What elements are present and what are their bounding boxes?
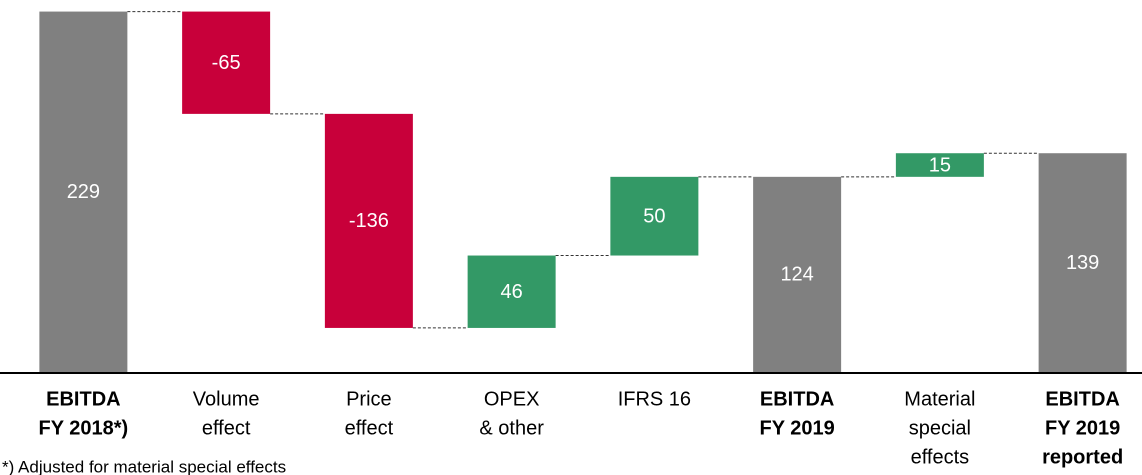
footnote: *) Adjusted for material special effects (2, 457, 286, 475)
value-label: 15 (929, 154, 951, 176)
bar (467, 255, 556, 328)
x-tick-label: effects (911, 446, 970, 468)
x-tick-label: EBITDA (1045, 388, 1119, 410)
x-tick-label: reported (1042, 446, 1123, 468)
x-tick-label: FY 2018*) (39, 417, 129, 439)
x-tick-label: IFRS 16 (618, 388, 691, 410)
value-label: 46 (501, 281, 523, 303)
x-tick-label: OPEX (484, 388, 540, 410)
bar (39, 11, 128, 372)
bar (182, 11, 271, 114)
bar (895, 153, 984, 177)
x-tick-label: special (909, 417, 971, 439)
x-tick-label: FY 2019 (1045, 417, 1120, 439)
x-tick-label: effect (202, 417, 251, 439)
bar (753, 176, 842, 372)
bar (610, 176, 699, 256)
value-label: 124 (780, 264, 813, 286)
x-tick-label: effect (345, 417, 394, 439)
bar (1038, 153, 1127, 372)
value-label: 50 (643, 205, 665, 227)
x-tick-label: Price (346, 388, 392, 410)
value-label: 139 (1066, 252, 1099, 274)
x-tick-label: FY 2019 (760, 417, 835, 439)
x-tick-label: Volume (193, 388, 260, 410)
x-tick-label: & other (479, 417, 544, 439)
value-label: -65 (212, 52, 241, 74)
x-tick-label: EBITDA (760, 388, 834, 410)
value-label: 229 (67, 181, 100, 203)
x-tick-label: Material (904, 388, 975, 410)
value-label: -136 (349, 210, 389, 232)
bar (324, 113, 413, 328)
x-tick-label: EBITDA (46, 388, 120, 410)
